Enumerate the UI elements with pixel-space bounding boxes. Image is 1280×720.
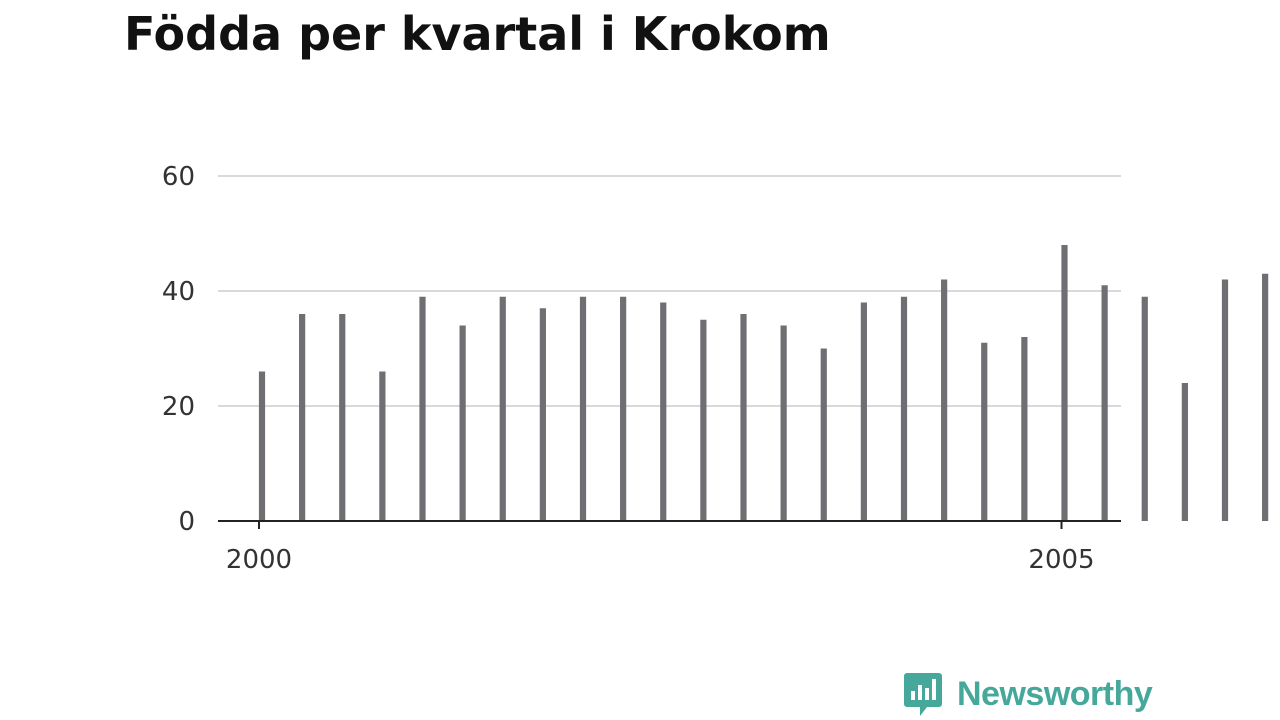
bar	[339, 314, 346, 521]
y-tick-label: 0	[178, 507, 195, 537]
newsworthy-logo-icon	[904, 673, 942, 716]
bar	[539, 308, 546, 521]
bar	[941, 279, 948, 521]
bar	[780, 325, 787, 521]
chart-title: Födda per kvartal i Krokom	[124, 7, 831, 61]
bar	[419, 296, 426, 521]
bar	[1021, 337, 1028, 521]
bar	[820, 348, 827, 521]
axes	[218, 520, 1121, 529]
bar	[620, 296, 627, 521]
bar	[981, 342, 988, 521]
bar	[740, 314, 747, 521]
bar	[459, 325, 466, 521]
bar	[579, 296, 587, 521]
gridlines	[218, 175, 1121, 407]
y-tick-label: 60	[162, 162, 195, 192]
bars	[258, 245, 1269, 521]
x-tick-label: 2005	[1028, 545, 1094, 575]
bar	[258, 371, 266, 521]
bar	[1141, 296, 1148, 521]
newsworthy-logo: Newsworthy	[903, 670, 1153, 718]
brand-name: Newsworthy	[957, 674, 1153, 713]
bar	[299, 314, 306, 521]
labels: 020406047200020052010201520202025	[162, 162, 1095, 575]
x-tick-label: 2000	[226, 545, 292, 575]
bar	[900, 296, 908, 521]
bar	[499, 296, 506, 521]
bar	[379, 371, 386, 521]
bar	[1221, 279, 1229, 521]
bar	[700, 319, 707, 521]
bar	[1262, 273, 1269, 521]
bar	[1101, 285, 1108, 521]
bar	[1181, 383, 1188, 521]
bar	[660, 302, 667, 521]
bar	[860, 302, 867, 521]
bar	[1061, 245, 1068, 521]
y-tick-label: 40	[162, 277, 195, 307]
y-tick-label: 20	[162, 392, 195, 422]
